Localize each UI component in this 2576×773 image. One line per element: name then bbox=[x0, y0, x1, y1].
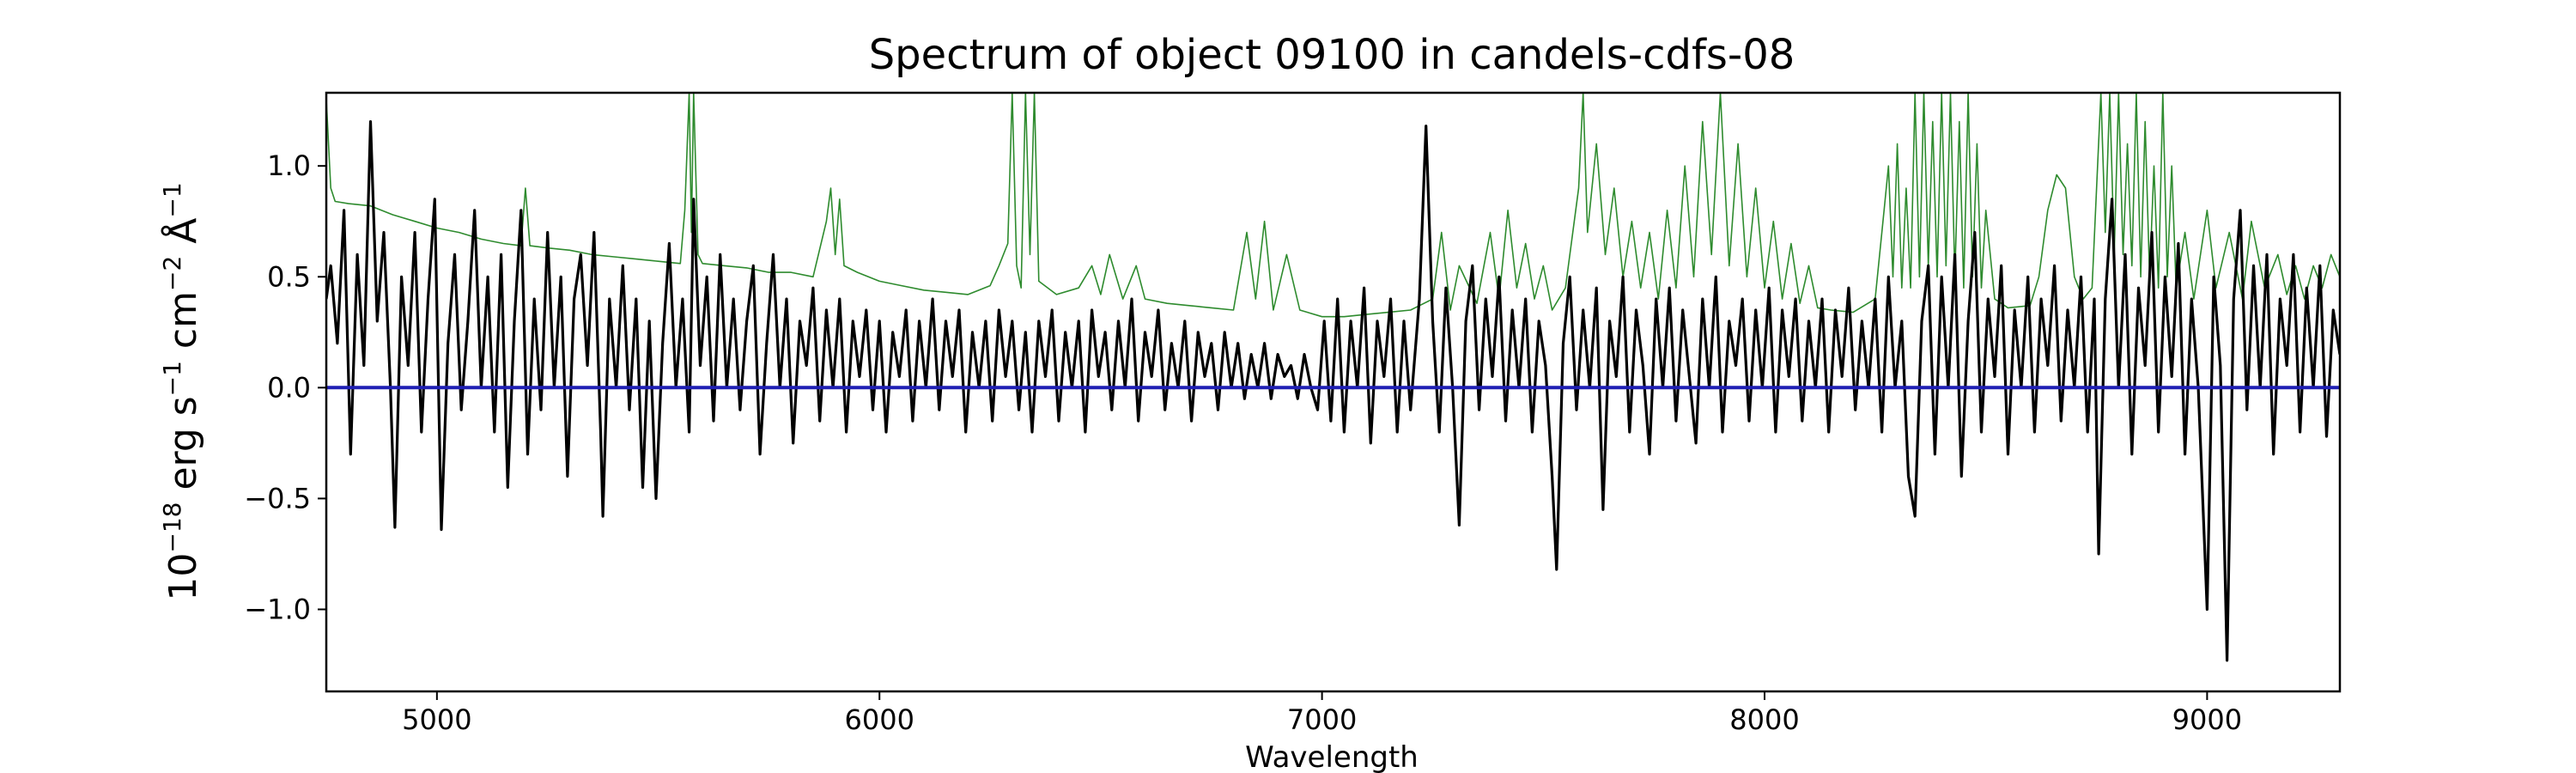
y-tick-label: 0.5 bbox=[267, 260, 311, 293]
error-series-line bbox=[326, 93, 2340, 318]
x-tick-label: 6000 bbox=[845, 703, 914, 736]
x-tick-label: 8000 bbox=[1729, 703, 1799, 736]
series-layer bbox=[326, 93, 2340, 662]
y-axis-label: 10−18 erg s−1 cm−2 Å−1 bbox=[158, 182, 205, 600]
plot-frame bbox=[325, 91, 2342, 693]
y-tick-label: 1.0 bbox=[267, 149, 311, 182]
y-tick-label: −1.0 bbox=[244, 593, 311, 625]
y-tick-label: 0.0 bbox=[267, 371, 311, 404]
y-axis: −1.0 −0.5 0.0 0.5 1.0 bbox=[244, 149, 326, 625]
flux-series-line bbox=[326, 120, 2340, 662]
x-axis-label: Wavelength bbox=[1245, 740, 1419, 773]
x-tick-label: 5000 bbox=[402, 703, 471, 736]
x-tick-label: 9000 bbox=[2172, 703, 2242, 736]
chart-title: Spectrum of object 09100 in candels-cdfs… bbox=[869, 31, 1795, 79]
x-tick-label: 7000 bbox=[1287, 703, 1357, 736]
y-tick-label: −0.5 bbox=[244, 482, 311, 514]
x-axis: 5000 6000 7000 8000 9000 bbox=[402, 691, 2242, 736]
